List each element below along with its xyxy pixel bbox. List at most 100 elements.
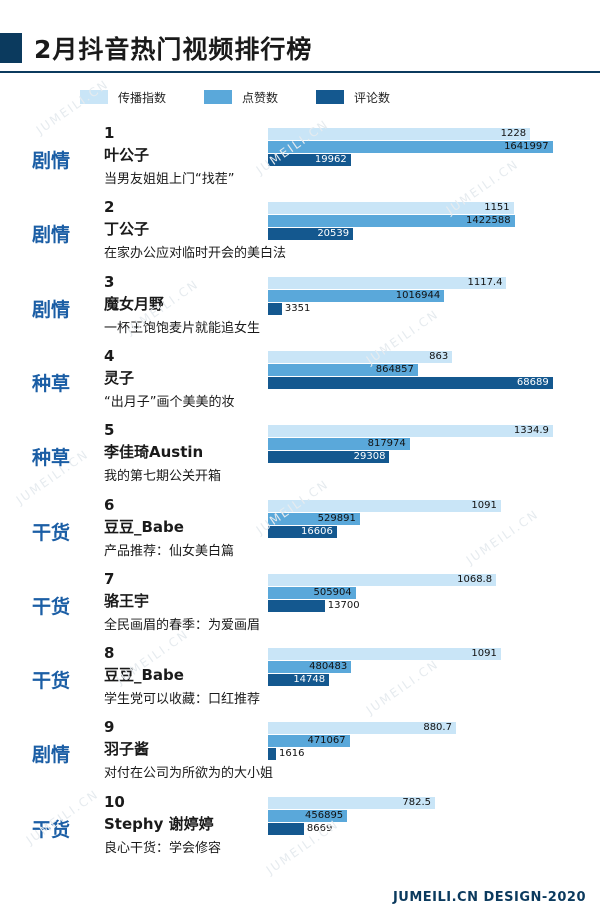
rank-number: 10 [104, 792, 125, 811]
bar-likes: 529891 [268, 512, 360, 525]
bar-group: 1151 1422588 20539 [268, 202, 588, 242]
bar-value-label: 29308 [353, 451, 386, 463]
legend-item-spread: 传播指数 [80, 88, 166, 106]
footer-credit: JUMEILI.CN DESIGN-2020 [392, 890, 586, 905]
bar-value-label: 16606 [301, 525, 333, 537]
ranking-entry: 剧情 2 丁公子 在家办公应对临时开会的美白法 1151 1422588 20539 [0, 198, 600, 274]
bar-value-label: 1117.4 [467, 276, 503, 288]
bar-likes: 456895 [268, 809, 348, 822]
bar-value-label: 471067 [307, 735, 346, 747]
rank-number: 2 [104, 198, 115, 217]
bar-value-label: 1151 [484, 202, 510, 214]
creator-name: 魔女月野 [104, 294, 165, 313]
video-description: 我的第七期公关开箱 [104, 469, 222, 485]
bar-value-label: 1068.8 [457, 573, 493, 585]
legend-item-comments: 评论数 [316, 88, 390, 106]
bar-value-label: 864857 [375, 363, 414, 375]
category-label: 干货 [32, 818, 71, 841]
bar-value-label: 1091 [471, 648, 497, 660]
video-description: 良心干货：学会修容 [104, 840, 222, 856]
video-description: 在家办公应对临时开会的美白法 [104, 246, 287, 262]
creator-name: 李佳琦Austin [104, 443, 204, 462]
bar-spread: 1068.8 [268, 573, 497, 586]
bar-value-label: 529891 [317, 512, 356, 524]
bar-likes: 505904 [268, 586, 356, 599]
bar-value-label: 1641997 [504, 141, 549, 152]
rank-number: 1 [104, 124, 115, 142]
title-underline [0, 71, 600, 73]
video-description: 一杯王饱饱麦片就能追女生 [104, 320, 261, 336]
category-label: 干货 [32, 595, 71, 618]
category-label: 剧情 [32, 224, 71, 247]
bar-value-label: 880.7 [423, 722, 452, 734]
bar-comments: 20539 [268, 228, 354, 241]
rank-number: 5 [104, 421, 115, 440]
bar-group: 880.7 471067 1616 [268, 722, 588, 762]
rank-number: 3 [104, 272, 115, 291]
bar-group: 1068.8 505904 13700 [268, 573, 588, 614]
rank-number: 6 [104, 495, 115, 514]
bar-likes: 471067 [268, 735, 350, 748]
ranking-entry: 剧情 1 叶公子 当男友姐姐上门“找茬” 1228 1641997 19962 [0, 124, 600, 200]
bar-value-label: 1091 [471, 499, 497, 511]
bar-comments: 29308 [268, 451, 390, 464]
category-label: 剧情 [32, 150, 71, 172]
bar-value-label: 1228 [500, 128, 527, 139]
bar-comments: 8669 [268, 822, 332, 835]
ranking-entry: 种草 5 李佳琦Austin 我的第七期公关开箱 1334.9 817974 29308 [0, 421, 600, 497]
bar-group: 1091 480483 14748 [268, 648, 588, 688]
bar-comments: 14748 [268, 674, 330, 687]
ranking-entry: 干货 8 豆豆_Babe 学生党可以收藏：口红推荐 1091 480483 14748 [0, 644, 600, 720]
bar-group: 1334.9 817974 29308 [268, 425, 588, 465]
creator-name: Stephy 谢婷婷 [104, 814, 214, 833]
bar-group: 1117.4 1016944 3351 [268, 276, 588, 317]
bar-value-label: 8669 [306, 822, 333, 834]
bar-spread: 1151 [268, 202, 514, 215]
category-label: 剧情 [32, 744, 71, 767]
category-label: 剧情 [32, 298, 71, 321]
bar-value-label: 480483 [309, 661, 348, 673]
video-description: “出月子”画个美美的妆 [104, 394, 235, 410]
bar-group: 863 864857 68689 [268, 350, 588, 391]
creator-name: 豆豆_Babe [104, 517, 184, 536]
rank-number: 8 [104, 644, 115, 663]
ranking-entry: 种草 4 灵子 “出月子”画个美美的妆 863 864857 68689 [0, 347, 600, 423]
bar-value-label: 1616 [279, 748, 305, 760]
legend-swatch-comments [316, 90, 344, 104]
bar-group: 782.5 456895 8669 [268, 796, 588, 837]
bar-likes: 1016944 [268, 289, 445, 302]
bar-spread: 863 [268, 350, 453, 363]
bar-value-label: 68689 [516, 376, 549, 388]
bar-spread: 782.5 [268, 796, 435, 809]
bar-likes: 864857 [268, 363, 418, 376]
legend-label-spread: 传播指数 [118, 90, 167, 105]
bar-value-label: 456895 [305, 809, 344, 821]
ranking-entry: 干货 10 Stephy 谢婷婷 良心干货：学会修容 782.5 456895 8669 [0, 793, 600, 869]
bar-likes: 1641997 [268, 141, 553, 153]
legend: 传播指数 点赞数 评论数 [80, 88, 580, 106]
creator-name: 骆王宇 [104, 591, 150, 610]
rank-number: 7 [104, 569, 115, 588]
creator-name: 豆豆_Babe [104, 666, 184, 685]
bar-value-label: 13700 [327, 599, 360, 611]
creator-name: 叶公子 [104, 146, 150, 164]
bar-comments: 3351 [268, 302, 310, 315]
category-label: 干货 [32, 670, 71, 693]
legend-item-likes: 点赞数 [204, 88, 278, 106]
bar-spread: 1117.4 [268, 276, 507, 289]
legend-label-likes: 点赞数 [242, 90, 279, 105]
bar-value-label: 817974 [367, 438, 406, 450]
bar-value-label: 20539 [317, 228, 350, 240]
creator-name: 羽子酱 [104, 740, 150, 759]
ranking-entry: 剧情 3 魔女月野一杯王饱饱麦片就能追女生 1117.4 1016944 3351 [0, 273, 600, 349]
bar-group: 1228 1641997 19962 [268, 128, 588, 168]
legend-swatch-spread [80, 90, 108, 104]
video-description: 学生党可以收藏：口红推荐 [104, 692, 261, 708]
bar-value-label: 1422588 [466, 215, 511, 227]
bar-value-label: 14748 [293, 674, 326, 686]
bar-value-label: 3351 [284, 302, 311, 314]
title-accent-block [0, 33, 22, 63]
chart-title: 2月抖音热门视频排行榜 [34, 35, 313, 64]
video-description: 产品推荐：仙女美白篇 [104, 543, 235, 559]
bar-spread: 1334.9 [268, 425, 553, 438]
